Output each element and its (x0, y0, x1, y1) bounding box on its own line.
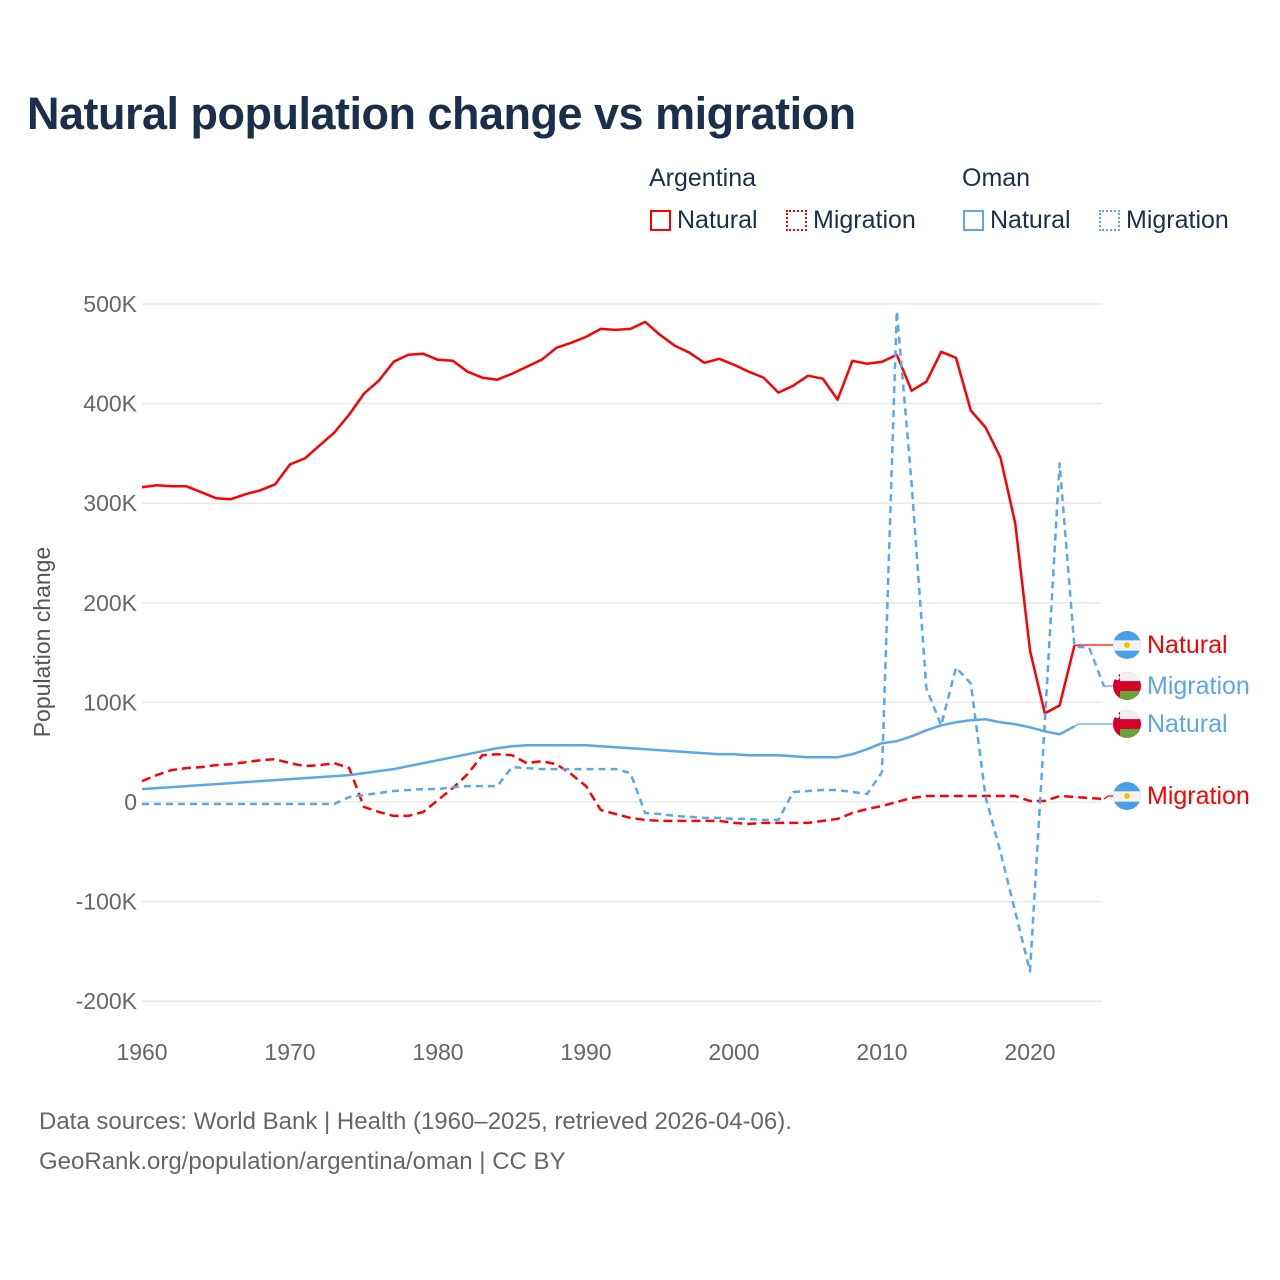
footer-sources: Data sources: World Bank | Health (1960–… (39, 1108, 792, 1135)
end-label-connector (1103, 795, 1113, 800)
legend-oman-natural[interactable]: Natural (963, 206, 1071, 235)
end-label: Natural (1147, 710, 1228, 738)
y-tick-label: -100K (76, 889, 138, 915)
y-tick-label: 0 (124, 789, 137, 815)
legend-label: Natural (677, 206, 758, 234)
x-tick-label: 1990 (560, 1039, 611, 1065)
legend-label: Natural (990, 206, 1071, 234)
y-tick-label: 300K (83, 490, 137, 516)
series-line-oman-natural[interactable] (141, 718, 1075, 791)
end-label: Natural (1147, 631, 1228, 659)
legend-swatch-dotted (1099, 210, 1120, 231)
argentina-flag-icon (1113, 631, 1141, 659)
legend-swatch-dotted (786, 210, 807, 231)
x-tick-label: 2010 (856, 1039, 907, 1065)
y-tick-label: 400K (83, 391, 137, 417)
legend-group-oman: Oman (962, 164, 1031, 192)
end-label-connector (1074, 644, 1113, 647)
x-tick-label: 1980 (412, 1039, 463, 1065)
y-tick-label: 100K (83, 689, 137, 715)
legend-argentina-migration[interactable]: Migration (786, 206, 916, 235)
series-line-oman-migration[interactable] (142, 309, 1106, 973)
end-label-connector (1074, 723, 1113, 727)
oman-flag-icon (1113, 710, 1141, 738)
legend-oman-migration[interactable]: Migration (1099, 206, 1229, 235)
legend-swatch-solid (963, 210, 984, 231)
chart-title: Natural population change vs migration (27, 88, 856, 139)
x-tick-label: 2020 (1004, 1039, 1055, 1065)
end-label: Migration (1147, 672, 1250, 700)
x-tick-label: 1970 (264, 1039, 315, 1065)
footer-credit[interactable]: GeoRank.org/population/argentina/oman | … (39, 1148, 566, 1175)
y-axis-label: Population change (29, 547, 55, 738)
legend-group-argentina: Argentina (649, 164, 757, 192)
series-line-argentina-migration[interactable] (141, 752, 1105, 826)
legend-label: Migration (1126, 206, 1229, 234)
argentina-flag-icon (1113, 782, 1141, 810)
end-label: Migration (1147, 782, 1250, 810)
legend-swatch-solid (650, 210, 671, 231)
legend-label: Migration (813, 206, 916, 234)
oman-flag-icon (1113, 672, 1141, 700)
legend-argentina-natural[interactable]: Natural (650, 206, 758, 235)
x-tick-label: 1960 (116, 1039, 167, 1065)
y-tick-label: -200K (76, 988, 138, 1014)
x-tick-label: 2000 (708, 1039, 759, 1065)
series-line-argentina-natural[interactable] (141, 320, 1076, 715)
y-tick-label: 200K (83, 590, 137, 616)
y-tick-label: 500K (83, 291, 137, 317)
